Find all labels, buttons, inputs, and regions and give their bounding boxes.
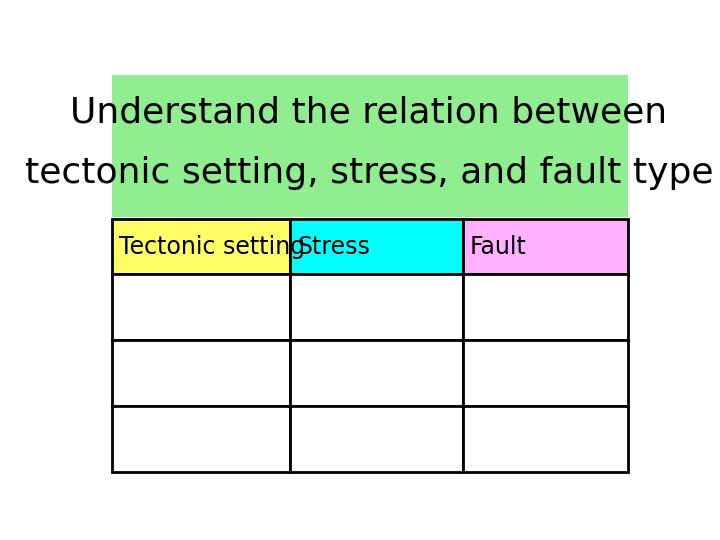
Bar bbox=[112, 219, 290, 274]
Bar bbox=[290, 406, 463, 472]
Text: Stress: Stress bbox=[297, 234, 370, 259]
Bar bbox=[290, 219, 463, 274]
Bar bbox=[112, 274, 290, 340]
Text: Understand the relation between: Understand the relation between bbox=[71, 96, 667, 130]
Bar bbox=[463, 274, 629, 340]
Bar bbox=[463, 406, 629, 472]
Text: tectonic setting, stress, and fault type: tectonic setting, stress, and fault type bbox=[24, 156, 714, 190]
Bar bbox=[463, 340, 629, 406]
Bar bbox=[290, 340, 463, 406]
Bar bbox=[112, 406, 290, 472]
Bar bbox=[112, 340, 290, 406]
Text: Fault: Fault bbox=[470, 234, 527, 259]
Bar bbox=[112, 75, 629, 217]
Text: Tectonic setting: Tectonic setting bbox=[119, 234, 305, 259]
Bar bbox=[290, 274, 463, 340]
Bar bbox=[463, 219, 629, 274]
